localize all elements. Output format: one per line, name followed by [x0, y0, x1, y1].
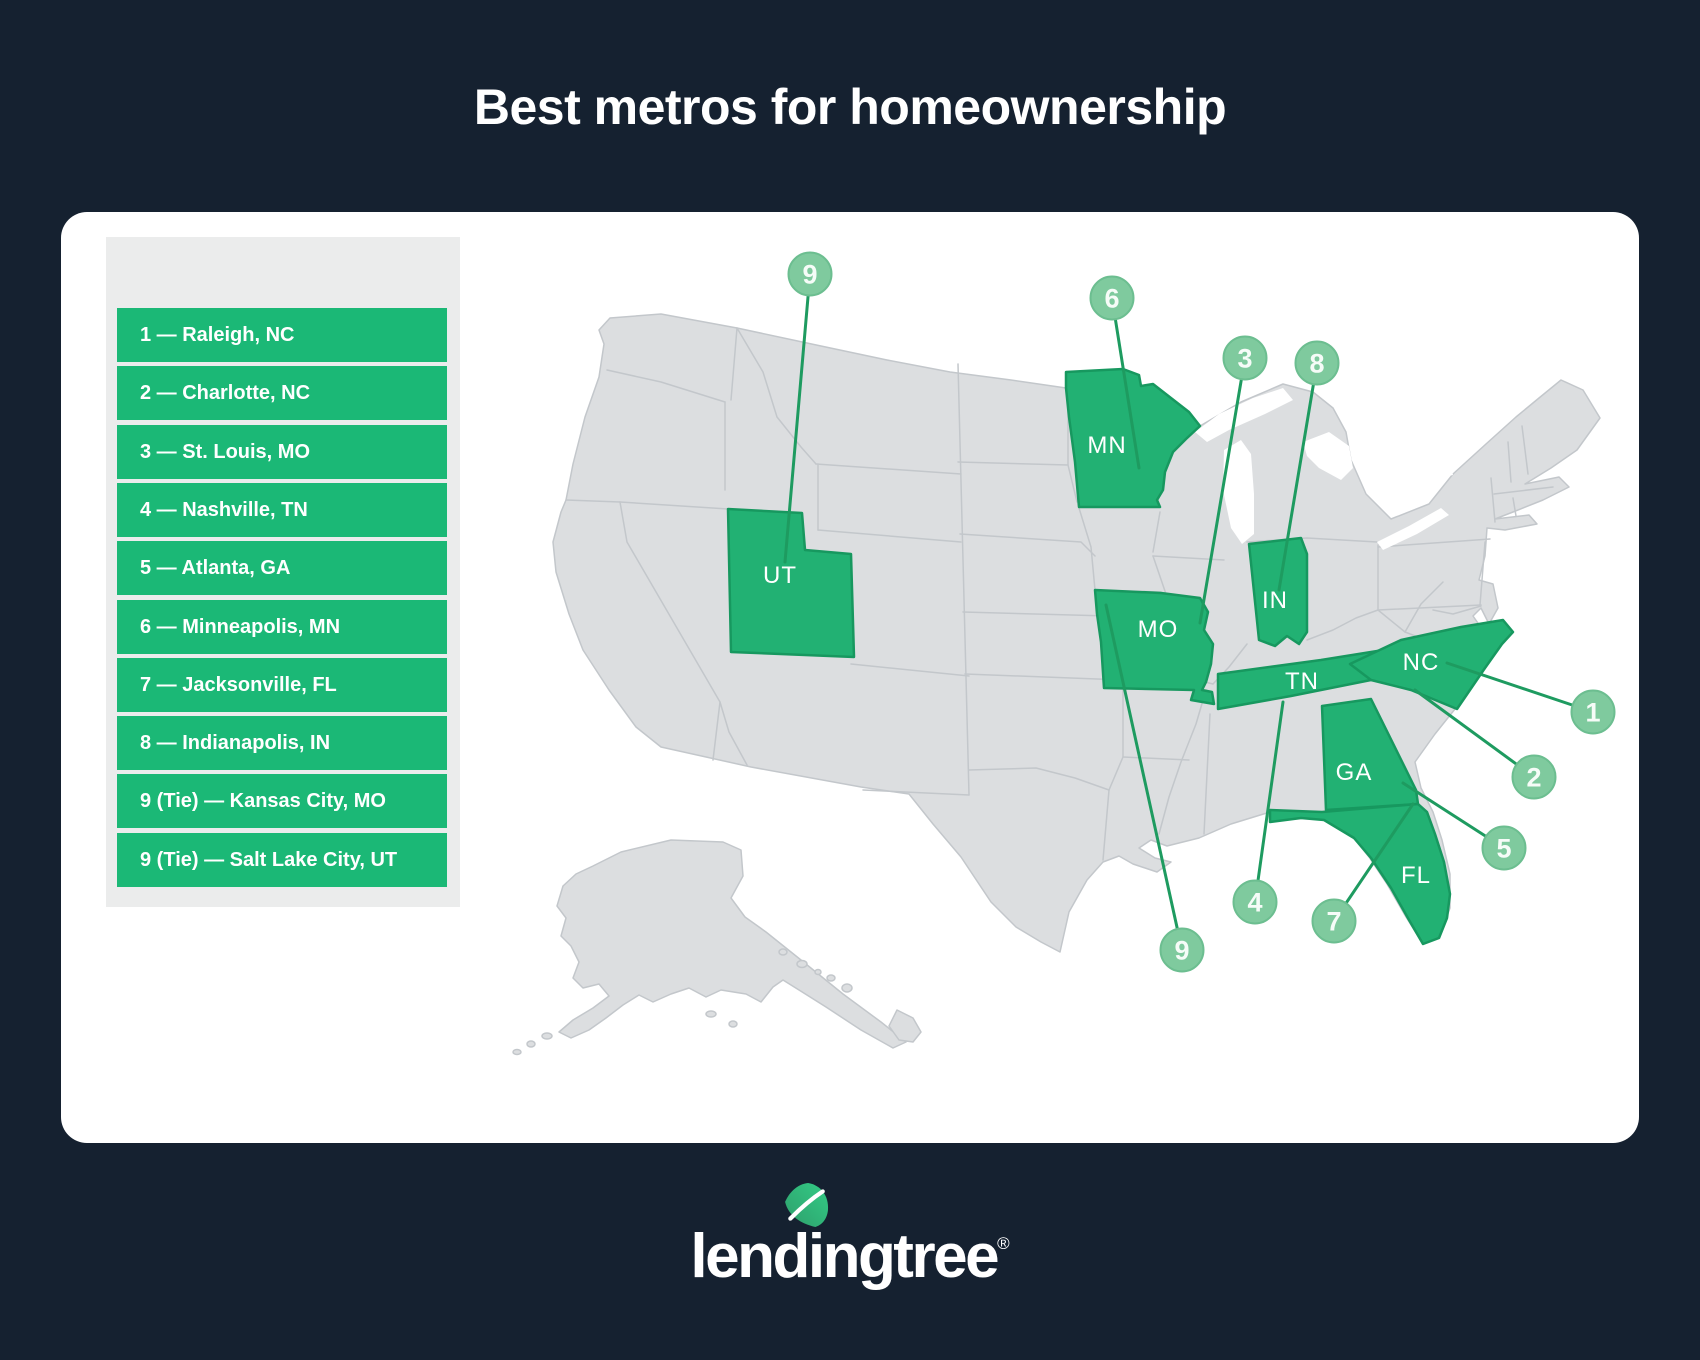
state-labels: UT MN MO IN TN NC GA FL — [763, 432, 1440, 889]
state-label: TN — [1285, 668, 1319, 695]
legend-row: 9 (Tie) — Salt Lake City, UT — [117, 832, 447, 887]
state-label: MN — [1087, 432, 1126, 459]
legend-row: 2 — Charlotte, NC — [117, 366, 447, 421]
map-marker: 5 — [1481, 825, 1527, 871]
marker-number: 3 — [1237, 344, 1252, 374]
footer: lendingtree® — [0, 1183, 1700, 1291]
infographic-card: 9 6 3 8 1 2 5 4 7 9 UT MN MO IN TN NC GA FL 1 — Raleigh,… — [61, 212, 1639, 1143]
map-marker: 9 — [1159, 927, 1205, 973]
state-mo — [1093, 588, 1216, 706]
map-marker: 7 — [1311, 898, 1357, 944]
state-in — [1247, 536, 1309, 648]
legend-row: 4 — Nashville, TN — [117, 482, 447, 537]
state-label: MO — [1138, 616, 1179, 643]
lendingtree-logo: lendingtree® — [690, 1183, 1010, 1291]
state-label: NC — [1403, 649, 1440, 676]
state-ut — [726, 507, 856, 659]
logo-text: lendingtree — [690, 1222, 999, 1291]
map-marker: 6 — [1089, 275, 1135, 321]
hawaii — [778, 948, 922, 1043]
map-markers: 9 6 3 8 1 2 5 4 7 9 — [787, 251, 1616, 973]
state-fl — [1268, 802, 1452, 946]
state-label: FL — [1401, 862, 1431, 889]
legend-row: 9 (Tie) — Kansas City, MO — [117, 774, 447, 829]
alaska — [512, 839, 907, 1056]
marker-number: 6 — [1104, 284, 1119, 314]
marker-number: 9 — [1174, 936, 1189, 966]
state-label: GA — [1336, 759, 1373, 786]
registered-mark: ® — [997, 1234, 1010, 1253]
legend-row: 1 — Raleigh, NC — [117, 308, 447, 362]
page-title: Best metros for homeownership — [473, 79, 1227, 135]
marker-number: 5 — [1496, 834, 1511, 864]
leader-lines — [783, 272, 1595, 952]
map-marker: 2 — [1511, 754, 1557, 800]
marker-number: 8 — [1309, 349, 1324, 379]
us-map: 9 6 3 8 1 2 5 4 7 9 UT MN MO IN TN NC GA FL — [512, 251, 1616, 1056]
marker-number: 9 — [802, 260, 817, 290]
legend-row: 7 — Jacksonville, FL — [117, 657, 447, 712]
map-marker: 9 — [787, 251, 833, 297]
marker-number: 7 — [1326, 907, 1341, 937]
legend-row: 6 — Minneapolis, MN — [117, 599, 447, 654]
legend-row: 3 — St. Louis, MO — [117, 424, 447, 479]
state-nc — [1348, 618, 1515, 711]
map-marker: 8 — [1294, 340, 1340, 386]
great-lakes — [1195, 388, 1453, 550]
map-marker: 1 — [1570, 689, 1616, 735]
state-borders — [565, 327, 1554, 861]
state-ga — [1320, 697, 1420, 812]
legend-panel: 1 — Raleigh, NC 2 — Charlotte, NC 3 — St. … — [106, 237, 460, 907]
map-marker: 3 — [1222, 335, 1268, 381]
leaf-icon — [785, 1183, 829, 1227]
state-label: UT — [763, 562, 797, 589]
marker-number: 1 — [1585, 698, 1600, 728]
marker-number: 4 — [1247, 888, 1262, 918]
marker-number: 2 — [1526, 763, 1541, 793]
map-marker: 4 — [1232, 879, 1278, 925]
legend-row: 5 — Atlanta, GA — [117, 541, 447, 596]
state-label: IN — [1262, 587, 1288, 614]
legend-row: 8 — Indianapolis, IN — [117, 716, 447, 771]
